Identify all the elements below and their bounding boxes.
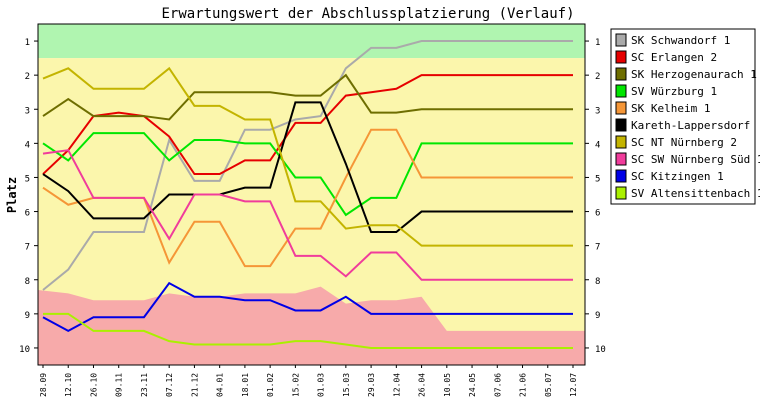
y-tick-label-right: 10 <box>595 345 606 355</box>
legend-label: SC SW Nürnberg Süd 1 <box>631 153 760 166</box>
zone-relegation <box>38 286 585 365</box>
legend-swatch <box>615 169 627 183</box>
series-line-2 <box>42 74 573 176</box>
y-tick-label-left: 2 <box>25 72 30 82</box>
legend-swatch <box>615 118 627 132</box>
legend-label: SC Erlangen 2 <box>631 51 717 64</box>
x-tick-label: 29.03 <box>367 373 376 397</box>
legend-label: SK Herzogenaurach 1 <box>631 68 757 81</box>
legend-label: Kareth-Lappersdorf <box>631 119 750 132</box>
y-tick-label-right: 2 <box>595 72 600 82</box>
y-tick-label-right: 3 <box>595 106 600 116</box>
x-tick-label: 12.04 <box>392 373 401 397</box>
plot-frame <box>37 23 586 366</box>
legend-swatch <box>615 101 627 115</box>
series-line-7 <box>42 66 573 247</box>
y-tick-label-left: 6 <box>25 209 30 219</box>
series-line-10 <box>43 312 573 349</box>
x-tick-label: 26.04 <box>418 373 427 397</box>
legend-swatch <box>615 33 627 47</box>
x-tick-label: 12.10 <box>64 373 73 397</box>
y-tick-label-right: 7 <box>595 243 600 253</box>
legend-swatch <box>615 50 627 64</box>
legend-label: SC NT Nürnberg 2 <box>631 136 737 149</box>
x-tick-label: 05.07 <box>544 373 553 397</box>
y-tick-label-left: 8 <box>25 277 30 287</box>
x-tick-label: 26.10 <box>89 373 98 397</box>
series-line-6 <box>42 101 573 234</box>
x-tick-label: 10.05 <box>443 373 452 397</box>
series-lines <box>42 40 573 349</box>
series-line-1 <box>42 40 573 291</box>
legend-swatch <box>615 84 627 98</box>
legend-label: SV Altensittenbach 1 <box>631 187 760 200</box>
y-tick-label-right: 6 <box>595 209 600 219</box>
x-tick-label: 07.06 <box>493 373 502 397</box>
y-tick-label-left: 5 <box>25 174 30 184</box>
y-tick-label-left: 3 <box>25 106 30 116</box>
y-tick-label-left: 4 <box>25 140 30 150</box>
x-tick-label: 28.09 <box>39 373 48 397</box>
x-tick-label: 01.02 <box>266 373 275 397</box>
x-tick-label: 15.03 <box>342 373 351 397</box>
y-tick-label-right: 5 <box>595 174 600 184</box>
series-line-8 <box>42 149 573 281</box>
chart-title: Erwartungswert der Abschlussplatzierung … <box>161 6 574 22</box>
x-tick-label: 04.01 <box>216 373 225 397</box>
y-axis-label: Platz <box>5 177 19 213</box>
legend: SK Schwandorf 1 SC Erlangen 2 SK Herzogena… <box>610 28 760 205</box>
x-tick-label: 21.06 <box>519 373 528 397</box>
x-tick-label: 15.02 <box>291 373 300 397</box>
y-tick-label-right: 4 <box>595 140 600 150</box>
y-tick-label-right: 1 <box>595 38 600 48</box>
y-tick-label-left: 9 <box>25 311 30 321</box>
axis-ticks: 1 1 2 2 3 3 4 4 5 5 6 6 7 7 8 8 9 9 10 10 28.09 12.10 26.10 09.… <box>19 38 606 397</box>
legend-label: SV Würzburg 1 <box>631 85 717 98</box>
x-tick-label: 09.11 <box>115 373 124 397</box>
x-tick-label: 07.12 <box>165 373 174 397</box>
legend-items: SK Schwandorf 1 SC Erlangen 2 SK Herzogena… <box>615 33 760 200</box>
y-tick-label-left: 7 <box>25 243 30 253</box>
x-tick-label: 18.01 <box>241 373 250 397</box>
legend-label: SC Kitzingen 1 <box>631 170 724 183</box>
series-line-3 <box>42 73 573 121</box>
legend-label: SK Schwandorf 1 <box>631 34 730 47</box>
y-tick-label-right: 8 <box>595 277 600 287</box>
legend-frame <box>610 28 756 205</box>
legend-swatch <box>615 135 627 149</box>
y-tick-label-left: 1 <box>25 38 30 48</box>
legend-label: SK Kelheim 1 <box>631 102 710 115</box>
x-tick-label: 21.12 <box>190 373 199 397</box>
x-tick-label: 24.05 <box>468 373 477 397</box>
x-tick-label: 12.07 <box>569 373 578 397</box>
x-tick-label: 23.11 <box>140 373 149 397</box>
y-tick-label-left: 10 <box>19 345 30 355</box>
legend-swatch <box>615 67 627 81</box>
series-line-9 <box>42 281 573 333</box>
y-tick-label-right: 9 <box>595 311 600 321</box>
legend-swatch <box>615 186 627 200</box>
x-tick-label: 01.03 <box>317 373 326 397</box>
legend-swatch <box>615 152 627 166</box>
series-line-4 <box>42 132 573 217</box>
